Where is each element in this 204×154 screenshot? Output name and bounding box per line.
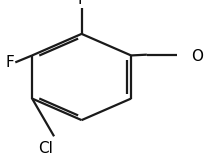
- Text: F: F: [5, 55, 14, 70]
- Text: Cl: Cl: [39, 141, 53, 154]
- Text: F: F: [77, 0, 86, 7]
- Text: OH: OH: [191, 49, 204, 64]
